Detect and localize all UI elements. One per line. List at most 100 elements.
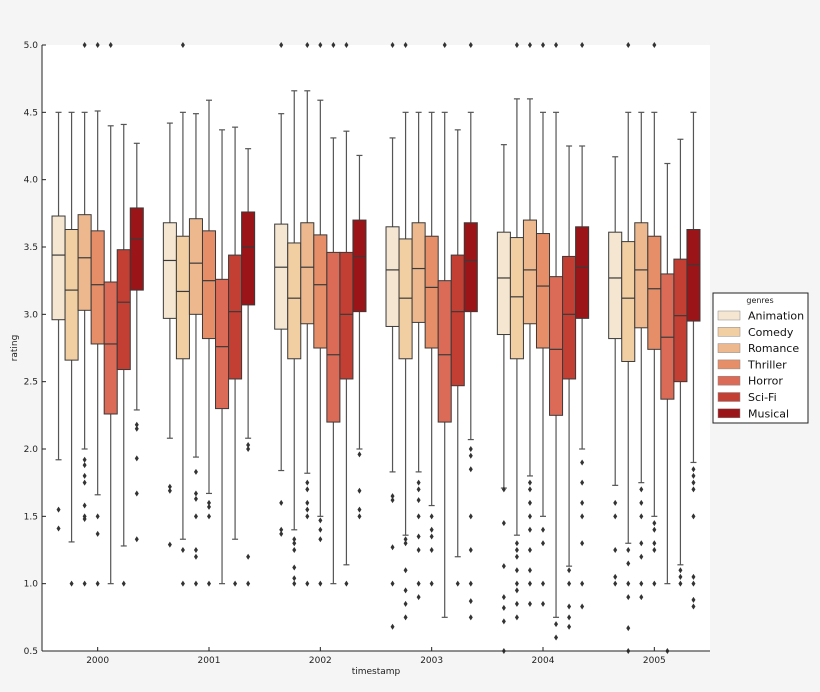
outlier-point xyxy=(403,540,408,547)
outlier-point xyxy=(567,614,572,621)
outlier-point xyxy=(639,580,644,587)
y-tick-label: 1.5 xyxy=(24,512,38,522)
box-body xyxy=(673,258,688,383)
legend-label: Horror xyxy=(748,375,783,388)
outlier-point xyxy=(514,580,519,587)
outlier-point xyxy=(305,506,310,513)
outlier-point xyxy=(344,580,349,587)
outlier-point xyxy=(193,580,198,587)
outlier-point xyxy=(429,526,434,533)
box-body xyxy=(437,280,452,423)
box-musical-2002 xyxy=(352,154,367,520)
box-body xyxy=(398,238,413,360)
outlier-point xyxy=(121,580,126,587)
outlier-point xyxy=(652,520,657,527)
outlier-point xyxy=(331,42,336,48)
outlier-point xyxy=(541,580,545,587)
legend-swatch-animation xyxy=(717,310,741,321)
box-body xyxy=(103,281,118,415)
outlier-point xyxy=(554,42,559,48)
outlier-point xyxy=(82,462,87,469)
outlier-point xyxy=(678,567,683,574)
outlier-point xyxy=(527,479,532,486)
outlier-point xyxy=(82,580,87,587)
box-body xyxy=(116,249,131,371)
box-body xyxy=(241,211,256,306)
outlier-point xyxy=(82,516,87,523)
outlier-point xyxy=(580,42,585,48)
legend-swatch-comedy xyxy=(717,327,741,337)
outlier-point xyxy=(167,487,172,494)
box-body xyxy=(90,230,105,345)
box-body xyxy=(660,273,675,400)
outlier-point xyxy=(613,547,618,553)
box-comedy-2004 xyxy=(509,42,524,621)
outlier-point xyxy=(501,486,506,493)
outlier-point xyxy=(95,513,100,520)
y-tick-label: 4.0 xyxy=(24,176,39,186)
outlier-point xyxy=(82,502,87,509)
outlier-point xyxy=(626,42,631,48)
outlier-point xyxy=(390,493,395,500)
outlier-point xyxy=(468,547,473,553)
outlier-point xyxy=(626,560,631,567)
outlier-point xyxy=(305,42,310,48)
outlier-point xyxy=(134,490,139,497)
x-tick-label: 2003 xyxy=(420,656,443,666)
outlier-point xyxy=(193,547,198,553)
outlier-point xyxy=(279,530,284,537)
outlier-point xyxy=(527,499,532,506)
outlier-point xyxy=(305,479,310,486)
outlier-point xyxy=(613,499,618,506)
box-body xyxy=(313,234,328,349)
outlier-point xyxy=(416,547,421,553)
box-body xyxy=(339,251,354,380)
outlier-point xyxy=(416,533,421,540)
box-body xyxy=(228,254,243,380)
box-body xyxy=(509,237,524,360)
box-horror-2004 xyxy=(549,42,564,641)
y-tick-label: 2.0 xyxy=(24,445,39,455)
outlier-point xyxy=(652,580,657,587)
outlier-point xyxy=(207,580,211,587)
outlier-point xyxy=(246,553,251,560)
outlier-point xyxy=(305,499,310,506)
box-body xyxy=(201,230,217,340)
x-tick-label: 2004 xyxy=(532,656,555,666)
outlier-point xyxy=(691,573,696,580)
outlier-point xyxy=(580,499,585,506)
y-tick-label: 4.5 xyxy=(24,108,38,118)
x-axis-label: timestamp xyxy=(352,667,401,677)
outlier-point xyxy=(580,513,585,520)
outlier-point xyxy=(193,553,198,560)
outlier-point xyxy=(292,580,297,587)
box-musical-2001 xyxy=(241,148,256,587)
outlier-point xyxy=(416,513,421,520)
outlier-point xyxy=(390,544,395,551)
box-body xyxy=(215,278,230,410)
outlier-point xyxy=(416,594,421,601)
outlier-point xyxy=(514,600,519,607)
outlier-point xyxy=(292,575,297,582)
outlier-point xyxy=(527,526,532,533)
outlier-point xyxy=(416,486,421,493)
box-body xyxy=(64,228,79,361)
outlier-point xyxy=(180,42,185,48)
outlier-point xyxy=(292,547,297,553)
outlier-point xyxy=(541,42,545,48)
outlier-point xyxy=(455,580,460,587)
box-musical-2003 xyxy=(463,42,478,621)
outlier-point xyxy=(108,42,113,48)
box-body xyxy=(562,255,577,380)
outlier-point xyxy=(691,472,696,479)
box-comedy-2005 xyxy=(621,42,636,654)
outlier-point xyxy=(501,520,506,527)
legend-label: Comedy xyxy=(748,326,794,339)
outlier-point xyxy=(567,623,572,630)
outlier-point xyxy=(246,446,251,452)
outlier-point xyxy=(541,600,545,607)
outlier-point xyxy=(691,580,696,587)
box-body xyxy=(326,251,341,423)
outlier-point xyxy=(403,614,408,621)
outlier-point xyxy=(639,553,644,560)
